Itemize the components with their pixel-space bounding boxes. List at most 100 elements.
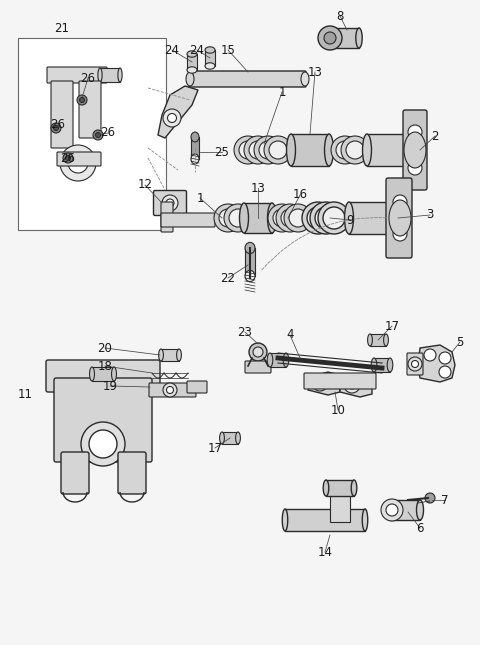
Circle shape xyxy=(224,204,252,232)
Ellipse shape xyxy=(362,509,368,531)
Circle shape xyxy=(254,136,282,164)
Ellipse shape xyxy=(267,203,276,233)
Bar xyxy=(330,490,350,522)
Bar xyxy=(285,509,365,531)
Ellipse shape xyxy=(404,132,426,168)
Ellipse shape xyxy=(187,67,197,73)
Text: 21: 21 xyxy=(55,21,70,34)
Bar xyxy=(161,349,179,361)
Circle shape xyxy=(381,499,403,521)
Text: 2: 2 xyxy=(431,130,439,143)
Circle shape xyxy=(425,493,435,503)
Circle shape xyxy=(336,141,354,159)
Circle shape xyxy=(408,357,422,371)
Polygon shape xyxy=(340,374,372,397)
FancyBboxPatch shape xyxy=(51,81,73,148)
FancyBboxPatch shape xyxy=(46,360,160,392)
Text: 17: 17 xyxy=(384,319,399,333)
Circle shape xyxy=(51,123,61,133)
Circle shape xyxy=(344,377,360,393)
Circle shape xyxy=(168,114,177,123)
FancyBboxPatch shape xyxy=(161,202,173,232)
Circle shape xyxy=(89,430,117,458)
FancyBboxPatch shape xyxy=(403,110,427,190)
FancyBboxPatch shape xyxy=(189,71,306,87)
Circle shape xyxy=(63,153,73,163)
Bar xyxy=(245,248,255,276)
Ellipse shape xyxy=(389,200,411,236)
Circle shape xyxy=(316,379,324,387)
Circle shape xyxy=(234,136,262,164)
Circle shape xyxy=(393,227,407,241)
Circle shape xyxy=(60,145,96,181)
Ellipse shape xyxy=(98,68,102,82)
Ellipse shape xyxy=(356,28,362,48)
Circle shape xyxy=(393,195,407,209)
Circle shape xyxy=(68,153,88,173)
Circle shape xyxy=(229,209,247,227)
Ellipse shape xyxy=(219,432,225,444)
Text: 1: 1 xyxy=(278,86,286,99)
FancyBboxPatch shape xyxy=(154,190,187,215)
Bar xyxy=(92,367,114,381)
Circle shape xyxy=(244,136,272,164)
Ellipse shape xyxy=(386,500,394,520)
FancyBboxPatch shape xyxy=(118,452,146,494)
Ellipse shape xyxy=(417,500,423,520)
Ellipse shape xyxy=(205,63,215,69)
Ellipse shape xyxy=(111,367,117,381)
Circle shape xyxy=(312,375,328,391)
Text: 19: 19 xyxy=(103,379,118,393)
Circle shape xyxy=(249,141,267,159)
Ellipse shape xyxy=(387,358,393,372)
Bar xyxy=(244,203,272,233)
Circle shape xyxy=(219,209,237,227)
Bar xyxy=(390,500,420,520)
Circle shape xyxy=(163,109,181,127)
Ellipse shape xyxy=(245,243,255,253)
Bar xyxy=(191,137,199,159)
FancyBboxPatch shape xyxy=(304,373,376,389)
Text: 12: 12 xyxy=(137,179,153,192)
Text: 4: 4 xyxy=(286,328,294,341)
Text: 8: 8 xyxy=(336,10,344,23)
Circle shape xyxy=(346,141,364,159)
Ellipse shape xyxy=(405,134,413,166)
Circle shape xyxy=(96,132,100,137)
Text: 26: 26 xyxy=(81,72,96,84)
Text: 7: 7 xyxy=(441,493,449,506)
FancyBboxPatch shape xyxy=(149,383,196,397)
Bar xyxy=(187,54,197,70)
Ellipse shape xyxy=(362,134,372,166)
Text: 24: 24 xyxy=(165,43,180,57)
Ellipse shape xyxy=(186,72,194,86)
FancyBboxPatch shape xyxy=(47,67,107,83)
FancyBboxPatch shape xyxy=(386,178,412,258)
Text: 14: 14 xyxy=(317,546,333,559)
Text: 26: 26 xyxy=(100,126,116,139)
Circle shape xyxy=(65,155,71,161)
Text: 3: 3 xyxy=(426,208,434,221)
Text: 1: 1 xyxy=(196,192,204,204)
Ellipse shape xyxy=(191,132,199,142)
Circle shape xyxy=(80,97,84,103)
Circle shape xyxy=(411,361,419,368)
Circle shape xyxy=(239,141,257,159)
Circle shape xyxy=(276,204,304,232)
Circle shape xyxy=(315,207,337,229)
Text: 22: 22 xyxy=(220,272,236,284)
FancyBboxPatch shape xyxy=(245,361,271,373)
Ellipse shape xyxy=(236,432,240,444)
Text: 25: 25 xyxy=(215,146,229,159)
Ellipse shape xyxy=(351,480,357,496)
Bar xyxy=(18,38,166,230)
FancyBboxPatch shape xyxy=(79,81,101,138)
Circle shape xyxy=(324,32,336,44)
Circle shape xyxy=(439,352,451,364)
Text: 6: 6 xyxy=(416,522,424,535)
Ellipse shape xyxy=(287,134,296,166)
Circle shape xyxy=(439,366,451,378)
Circle shape xyxy=(284,204,312,232)
Text: 10: 10 xyxy=(331,404,346,417)
Circle shape xyxy=(408,125,422,139)
